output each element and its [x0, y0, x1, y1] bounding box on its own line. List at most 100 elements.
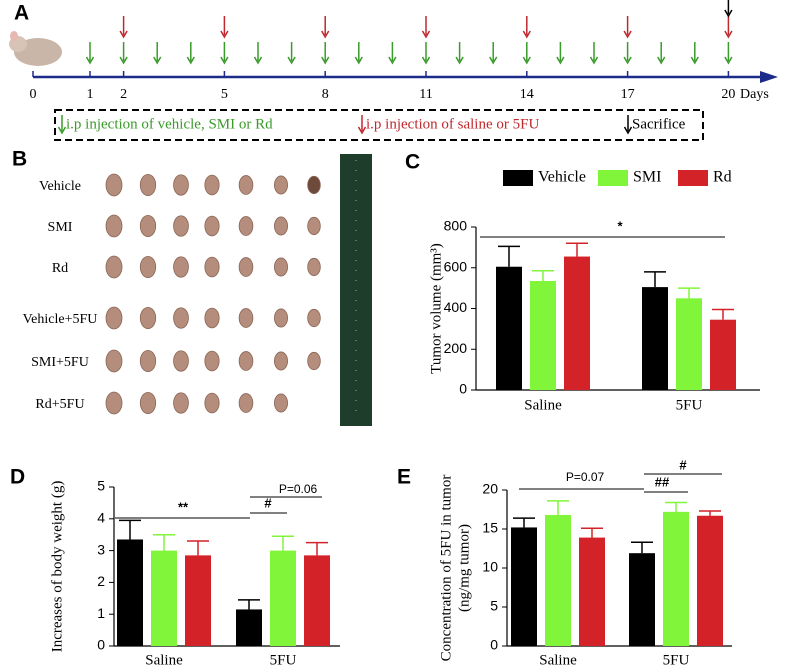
arrow-head — [690, 56, 699, 65]
annotation: # — [264, 495, 272, 510]
tumor — [307, 175, 321, 195]
y-tick-label: 1 — [97, 605, 105, 621]
arrow-head — [623, 126, 633, 135]
annotation: ## — [655, 474, 670, 489]
row-label: Rd — [52, 261, 68, 276]
y-tick-label: 0 — [97, 637, 105, 653]
bar — [117, 539, 143, 646]
bar — [564, 256, 590, 390]
tumor — [307, 216, 321, 236]
bar — [663, 511, 689, 646]
arrow-head — [421, 30, 431, 39]
timeline-tick-label: 5 — [221, 87, 228, 102]
tumor — [173, 307, 189, 329]
arrow-head — [623, 30, 632, 39]
bar — [236, 609, 262, 646]
tumor — [204, 307, 220, 329]
timeline-tick-label: 0 — [30, 87, 37, 102]
row-label: Vehicle — [39, 179, 81, 194]
timeline-tick-label: 1 — [87, 87, 94, 102]
tumor — [273, 175, 288, 195]
tumor — [204, 174, 220, 196]
tumor — [273, 351, 288, 371]
mouse-icon — [9, 31, 62, 66]
tumor — [273, 308, 288, 328]
panel-label: E — [397, 466, 411, 489]
row-label: SMI — [48, 220, 73, 235]
arrow-head — [589, 56, 599, 65]
x-tick-label: Saline — [524, 397, 562, 413]
bar — [270, 550, 296, 646]
tumor — [204, 256, 220, 278]
row-label: SMI+5FU — [31, 355, 89, 370]
timeline-tick-label: 17 — [621, 87, 635, 102]
y-tick-label: 600 — [444, 258, 468, 274]
tumor — [307, 257, 321, 277]
annotation: ** — [178, 499, 189, 514]
tumor — [238, 216, 254, 236]
legend-swatch — [503, 170, 533, 186]
tumor — [105, 349, 123, 373]
tumor — [139, 214, 157, 238]
y-tick-label: 0 — [459, 381, 467, 397]
timeline-unit: Days — [740, 87, 769, 102]
legend-swatch — [598, 170, 628, 186]
timeline-legend: i.p injection of vehicle, SMI or Rd — [66, 116, 273, 132]
row-label: Rd+5FU — [35, 397, 84, 412]
legend-label: Rd — [713, 169, 732, 186]
tumor — [173, 256, 189, 278]
arrow-head — [354, 56, 363, 65]
y-tick-label: 200 — [444, 340, 468, 356]
tumor — [204, 350, 220, 372]
arrow-head — [321, 56, 330, 65]
y-axis-label: Tumor volume (mm³) — [428, 243, 444, 374]
tumor — [173, 392, 189, 414]
bar — [545, 514, 571, 646]
arrow-head — [724, 56, 733, 65]
timeline-tick-label: 14 — [520, 87, 534, 102]
y-tick-label: 800 — [444, 218, 468, 234]
tumor — [105, 214, 123, 238]
arrow-head — [153, 56, 162, 65]
timeline-tick-label: 20 — [721, 87, 735, 102]
tumor — [238, 175, 254, 195]
bar — [151, 550, 177, 646]
tumor — [105, 173, 123, 197]
row-label: Vehicle+5FU — [23, 312, 98, 327]
panel-label: C — [405, 151, 420, 174]
arrow-head — [57, 126, 67, 135]
tumor — [238, 308, 254, 328]
x-tick-label: Saline — [539, 652, 577, 668]
bar — [304, 555, 330, 646]
arrow-head — [186, 56, 195, 65]
legend-box — [54, 109, 704, 141]
bar — [629, 553, 655, 646]
timeline-tick-label: 11 — [419, 87, 432, 102]
tumor — [105, 306, 123, 330]
arrow-head — [321, 30, 330, 39]
arrow-head — [220, 30, 229, 39]
annotation: # — [679, 457, 687, 472]
y-axis-label: Concentration of 5FU in tumor — [438, 475, 454, 662]
annotation: * — [617, 218, 623, 233]
annotation: P=0.06 — [279, 482, 318, 496]
legend-swatch — [678, 170, 708, 186]
legend-label: SMI — [633, 169, 661, 186]
y-tick-label: 10 — [482, 559, 498, 575]
timeline-legend: i.p injection of saline or 5FU — [366, 116, 539, 132]
timeline-arrowhead — [760, 71, 778, 83]
y-tick-label: 15 — [482, 520, 498, 536]
x-tick-label: Saline — [145, 652, 183, 668]
y-tick-label: 3 — [97, 541, 105, 557]
tumor — [238, 393, 254, 413]
tumor — [307, 308, 321, 328]
y-tick-label: 20 — [482, 481, 498, 497]
arrow-head — [388, 56, 397, 65]
tumor — [307, 351, 321, 371]
y-tick-label: 4 — [97, 510, 105, 526]
arrow-head — [522, 30, 531, 39]
bar — [511, 527, 537, 646]
bar — [530, 280, 556, 390]
arrow-head — [85, 56, 95, 65]
